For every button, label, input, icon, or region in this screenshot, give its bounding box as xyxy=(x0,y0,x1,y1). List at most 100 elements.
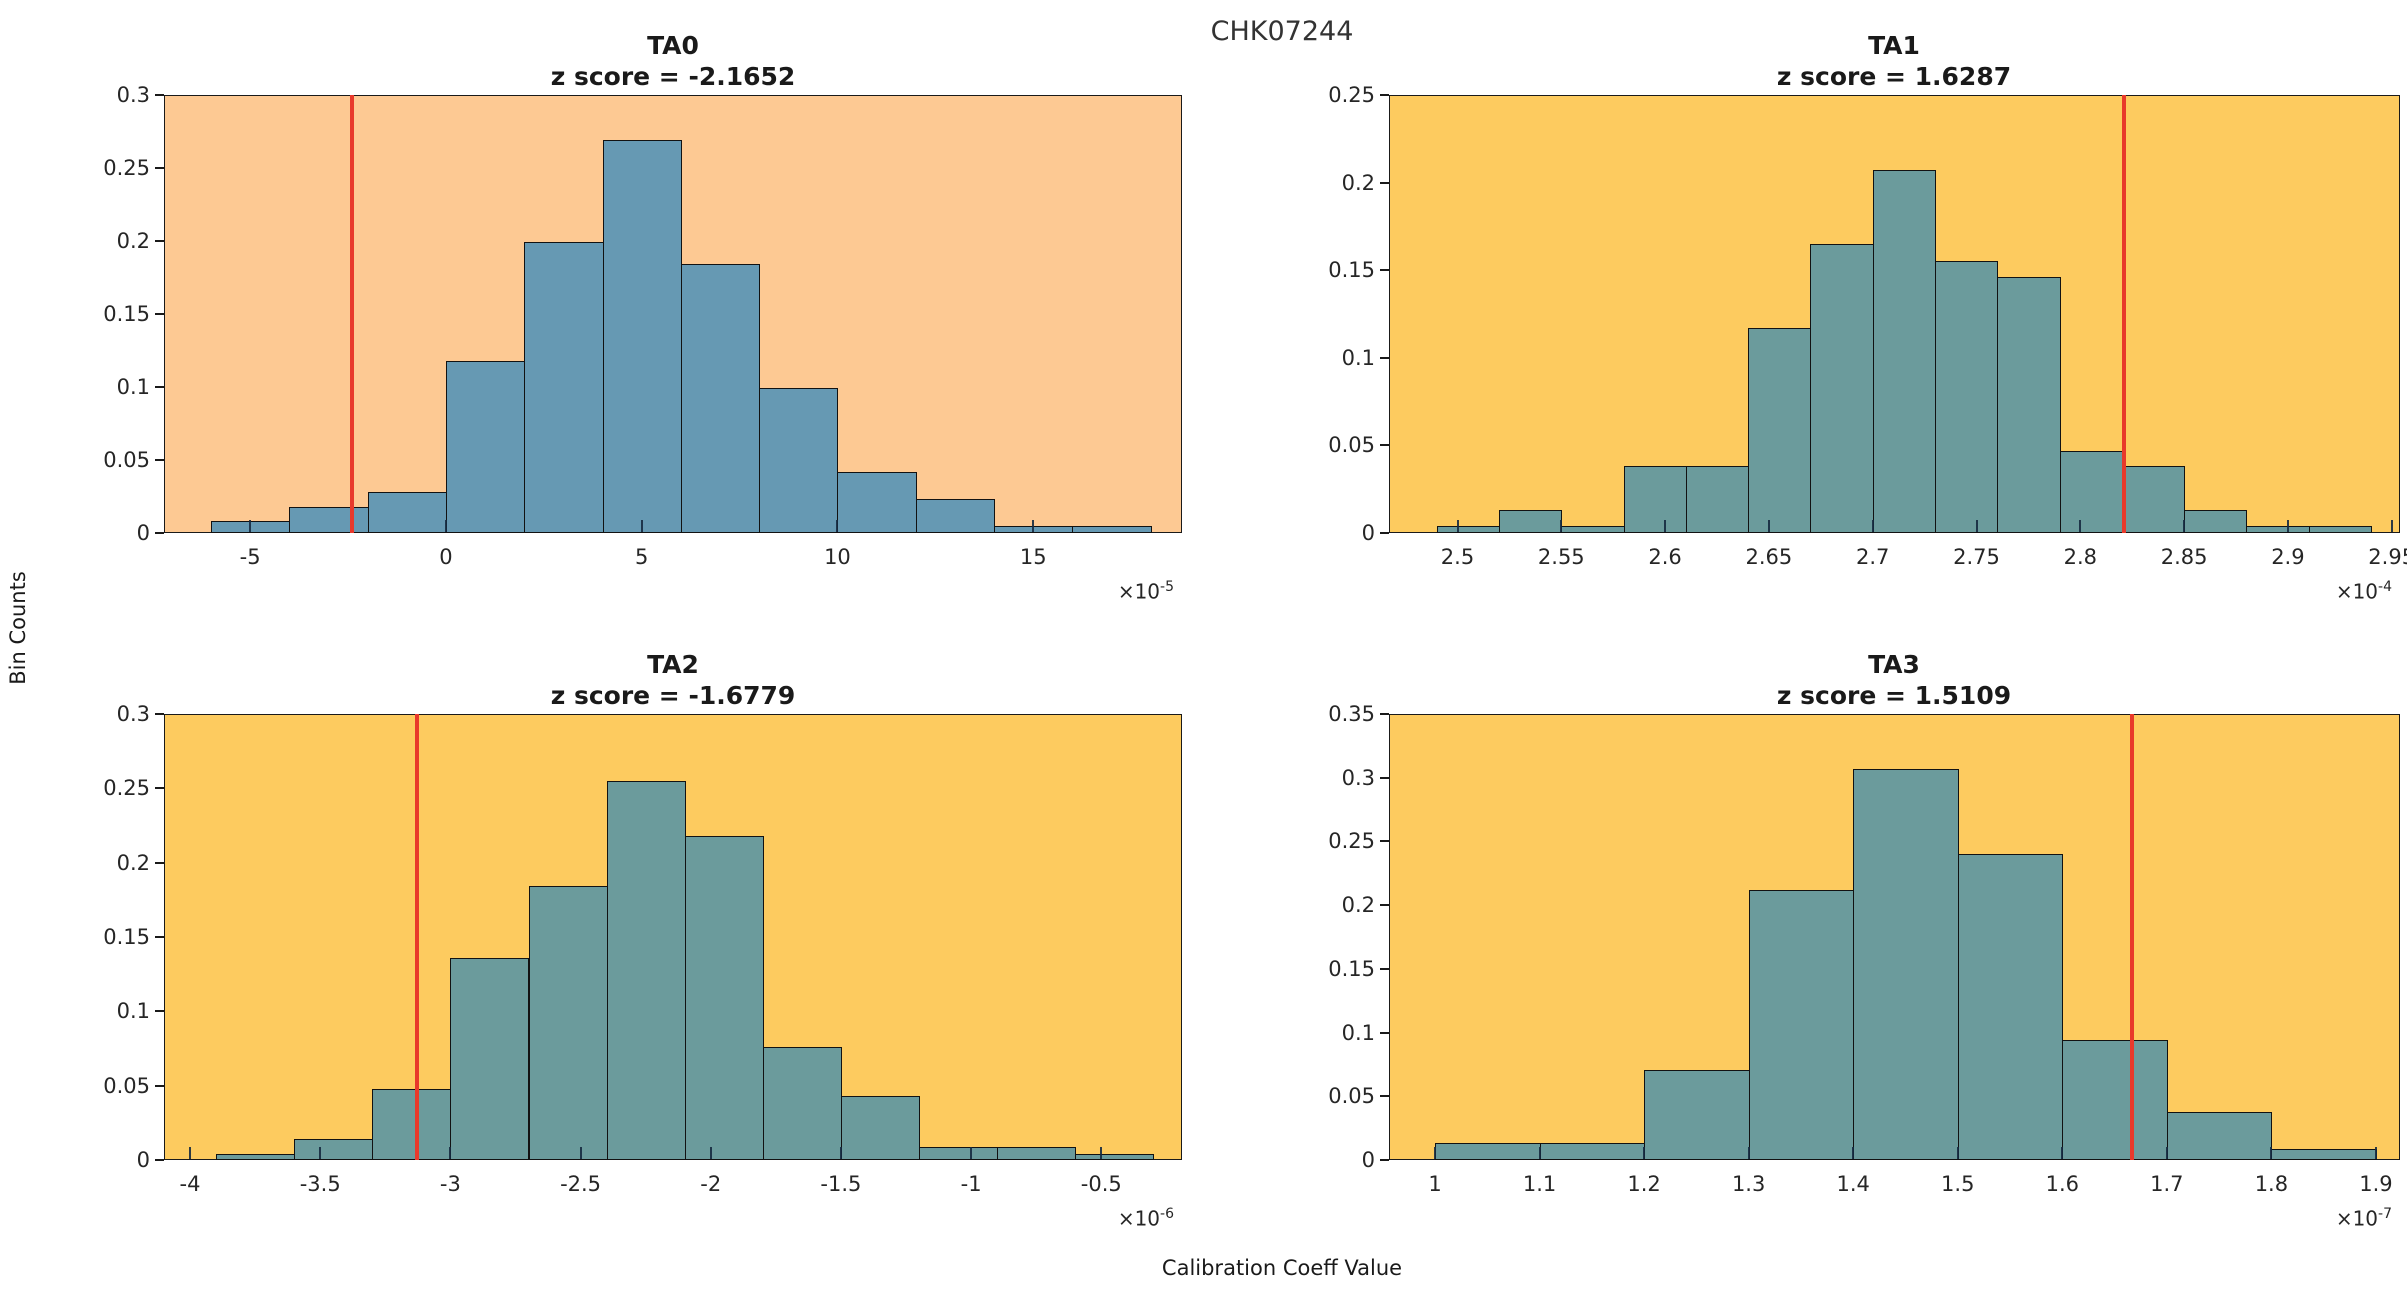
y-tick-label: 0.05 xyxy=(103,448,150,472)
x-tick-label: 1.6 xyxy=(2045,1172,2079,1196)
x-tick xyxy=(1643,1147,1646,1159)
y-tick xyxy=(1380,181,1389,184)
y-tick-label: 0 xyxy=(1361,521,1375,545)
histogram-bar xyxy=(372,1088,452,1160)
x-tick-label: 2.65 xyxy=(1745,545,1793,569)
y-tick xyxy=(155,313,164,315)
y-tick xyxy=(1380,94,1389,96)
x-tick xyxy=(2286,520,2289,532)
histogram-bar xyxy=(1748,889,1855,1160)
y-tick xyxy=(1380,1159,1389,1161)
x-scale-multiplier: ×10-6 xyxy=(1117,1206,1174,1231)
x-tick-label: 1.8 xyxy=(2254,1172,2289,1196)
histogram-bar xyxy=(840,1096,921,1160)
red-threshold-line xyxy=(414,714,419,1160)
x-tick xyxy=(1434,1147,1436,1159)
y-tick-label: 0.15 xyxy=(1328,258,1375,283)
histogram-bar xyxy=(684,835,764,1160)
y-tick xyxy=(155,459,164,461)
x-tick-label: 0 xyxy=(439,545,453,569)
x-tick-label: -2.5 xyxy=(560,1172,602,1196)
x-tick xyxy=(2270,1147,2273,1159)
x-tick-label: 1.3 xyxy=(1731,1172,1766,1196)
y-tick xyxy=(1380,1031,1389,1034)
histogram-bar xyxy=(1436,525,1500,533)
y-tick-label: 0.1 xyxy=(116,375,150,399)
histogram-bar xyxy=(837,471,917,533)
y-tick-label: 0.25 xyxy=(1328,83,1375,107)
histogram-bar xyxy=(1810,243,1874,533)
y-tick xyxy=(155,1159,164,1161)
chart-title-ta2: TA2 xyxy=(647,650,699,679)
x-tick xyxy=(1767,520,1770,532)
x-tick xyxy=(1100,1147,1103,1159)
x-tick xyxy=(1664,520,1667,532)
y-tick-label: 0.35 xyxy=(1328,702,1375,726)
y-tick xyxy=(1380,904,1389,907)
y-tick xyxy=(155,240,164,242)
y-tick-label: 0.05 xyxy=(1328,1084,1375,1109)
y-tick xyxy=(155,167,164,169)
x-tick-label: 2.5 xyxy=(1440,545,1475,569)
y-tick-label: 0.3 xyxy=(116,83,150,107)
y-tick xyxy=(1380,1095,1389,1098)
histogram-bar xyxy=(445,360,526,533)
histogram-bar xyxy=(919,1146,999,1160)
y-tick-label: 0.2 xyxy=(116,850,150,875)
y-tick-label: 0.1 xyxy=(116,999,150,1024)
histogram-bar xyxy=(997,1146,1077,1160)
y-tick xyxy=(155,1084,164,1087)
x-tick-label: 2.8 xyxy=(2063,545,2097,569)
x-scale-multiplier: ×10-4 xyxy=(2335,579,2392,604)
y-tick-label: 0.2 xyxy=(1341,170,1375,195)
x-tick-label: 2.85 xyxy=(2160,545,2208,569)
histogram-bar xyxy=(524,242,604,533)
x-tick-label: -2 xyxy=(700,1172,722,1196)
histogram-bar xyxy=(1561,525,1625,533)
subplot-ta0-header: TA0 z score = -2.1652 xyxy=(551,30,796,92)
y-tick xyxy=(1380,269,1389,272)
x-tick xyxy=(836,520,839,532)
y-tick-label: 0.2 xyxy=(116,229,150,253)
y-tick xyxy=(155,94,164,96)
x-tick xyxy=(1975,520,1978,532)
x-tick xyxy=(970,1147,973,1159)
y-tick xyxy=(1380,713,1389,715)
x-tick xyxy=(839,1147,842,1159)
x-tick xyxy=(2374,1147,2377,1159)
histogram-bar xyxy=(1072,525,1152,533)
x-tick xyxy=(1852,1147,1855,1159)
y-tick-label: 0.3 xyxy=(1341,765,1375,790)
histogram-bar xyxy=(2166,1111,2273,1160)
x-tick-label: -4 xyxy=(179,1172,201,1196)
x-tick-label: -3.5 xyxy=(299,1172,341,1196)
histogram-bar xyxy=(602,140,682,533)
y-tick xyxy=(155,386,164,388)
x-tick xyxy=(2061,1147,2064,1159)
x-tick xyxy=(1747,1147,1750,1159)
y-tick xyxy=(1380,840,1389,843)
histogram-bar xyxy=(1435,1143,1541,1160)
x-tick xyxy=(709,1147,712,1159)
x-tick xyxy=(640,520,643,532)
histogram-bar xyxy=(915,499,996,533)
y-tick-label: 0.15 xyxy=(1328,956,1375,981)
x-tick-label: 2.55 xyxy=(1537,545,1585,569)
y-axis-label: Bin Counts xyxy=(6,571,30,685)
histogram-bar xyxy=(2062,1040,2168,1160)
x-tick xyxy=(1956,1147,1959,1159)
y-tick xyxy=(1380,776,1389,779)
x-tick-label: -1 xyxy=(960,1172,982,1196)
y-tick xyxy=(1380,532,1389,534)
y-tick xyxy=(155,861,164,864)
y-tick-label: 0.25 xyxy=(1328,829,1375,854)
x-tick-label: 2.75 xyxy=(1953,545,2000,569)
histogram-bar xyxy=(1685,466,1750,533)
y-tick-label: 0.25 xyxy=(103,156,150,180)
y-tick-label: 0.1 xyxy=(1341,345,1375,370)
histogram-bar xyxy=(2246,525,2310,533)
histogram-bar xyxy=(450,957,530,1160)
y-tick xyxy=(155,787,164,790)
x-tick xyxy=(319,1147,322,1159)
x-axis-label: Calibration Coeff Value xyxy=(1161,1256,1403,1280)
